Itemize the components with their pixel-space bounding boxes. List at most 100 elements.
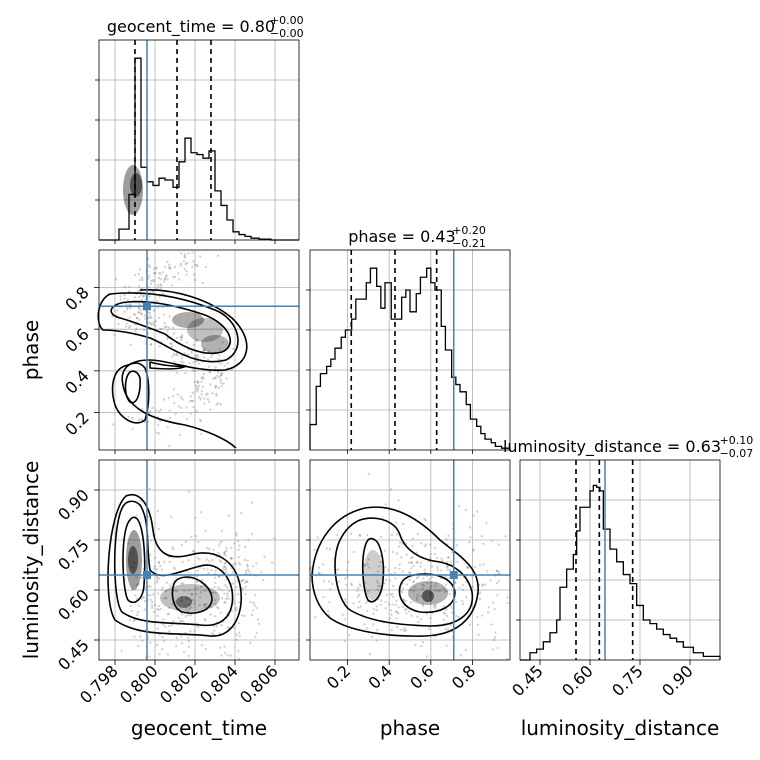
sample-point xyxy=(129,343,132,346)
sample-point xyxy=(130,609,133,613)
sample-point xyxy=(161,586,164,589)
sample-point xyxy=(192,343,195,347)
sample-point xyxy=(352,550,356,554)
sample-point xyxy=(218,588,221,591)
sample-point xyxy=(202,377,205,381)
sample-point xyxy=(225,571,228,574)
sample-point xyxy=(496,647,499,650)
sample-point xyxy=(142,596,145,599)
sample-point xyxy=(170,342,174,345)
sample-point xyxy=(156,568,159,571)
sample-point xyxy=(187,645,190,648)
sample-point xyxy=(157,276,161,280)
sample-point xyxy=(166,260,169,263)
sample-point xyxy=(391,603,394,606)
sample-point xyxy=(421,587,424,590)
sample-point xyxy=(472,514,475,517)
sample-point xyxy=(439,569,443,572)
sample-point xyxy=(163,325,167,329)
sample-point xyxy=(159,565,162,568)
sample-point xyxy=(127,415,130,419)
sample-point xyxy=(160,327,163,330)
sample-point xyxy=(196,264,199,268)
sample-point xyxy=(143,421,147,424)
sample-point xyxy=(128,285,131,288)
sample-point xyxy=(490,623,493,626)
sample-point xyxy=(401,591,404,594)
sample-point xyxy=(180,597,183,600)
density-region xyxy=(160,584,220,612)
sample-point xyxy=(190,351,193,354)
sample-point xyxy=(129,303,132,306)
sample-point xyxy=(200,376,203,380)
sample-point xyxy=(366,562,369,566)
sample-point xyxy=(472,548,475,551)
sample-point xyxy=(244,593,247,596)
sample-point xyxy=(446,565,450,568)
sample-point xyxy=(364,564,367,567)
sample-point xyxy=(238,601,241,604)
sample-point xyxy=(416,593,419,597)
sample-point xyxy=(147,584,150,588)
sample-point xyxy=(394,603,397,607)
sample-point xyxy=(365,627,369,630)
sample-point xyxy=(147,264,151,267)
y-tick-label: 0.75 xyxy=(54,535,93,574)
sample-point xyxy=(419,565,422,568)
sample-point xyxy=(197,387,200,390)
sample-point xyxy=(343,618,346,621)
sample-point xyxy=(165,596,168,599)
sample-point xyxy=(412,581,415,584)
sample-point xyxy=(215,625,218,628)
sample-point xyxy=(185,273,188,276)
sample-point xyxy=(391,550,395,554)
sample-point xyxy=(152,323,155,326)
sample-point xyxy=(434,635,437,638)
sample-point xyxy=(435,556,439,560)
sample-point xyxy=(175,336,179,340)
sample-point xyxy=(203,603,206,606)
sample-point xyxy=(318,571,321,575)
histogram-geocent_time xyxy=(99,57,299,241)
sample-point xyxy=(253,604,256,607)
sample-point xyxy=(131,427,134,430)
sample-point xyxy=(356,595,360,598)
sample-point xyxy=(243,614,246,618)
sample-point xyxy=(165,581,168,584)
panel-title-geocent_time: geocent_time = 0.80 xyxy=(107,17,275,37)
sample-point xyxy=(471,549,475,552)
sample-point xyxy=(158,295,161,298)
sample-point xyxy=(200,390,203,393)
sample-point xyxy=(216,607,220,610)
y-tick-label: 0.90 xyxy=(54,485,93,524)
sample-point xyxy=(328,548,332,551)
sample-point xyxy=(238,635,241,638)
sample-point xyxy=(137,307,140,310)
sample-point xyxy=(397,611,400,615)
sample-point xyxy=(469,536,472,539)
sample-point xyxy=(410,614,413,617)
sample-point xyxy=(363,623,366,626)
sample-point xyxy=(468,526,472,529)
truth-point xyxy=(143,302,151,311)
sample-point xyxy=(398,545,401,548)
title-upper-error: +0.20 xyxy=(452,224,486,237)
sample-point xyxy=(210,605,213,609)
density-region xyxy=(422,590,434,602)
sample-point xyxy=(476,623,480,626)
sample-point xyxy=(224,554,227,557)
sample-point xyxy=(207,365,211,368)
sample-point xyxy=(181,560,184,563)
x-tick-label: 0.4 xyxy=(365,661,396,692)
sample-point xyxy=(187,654,190,658)
sample-point xyxy=(182,650,186,654)
sample-point xyxy=(143,608,146,611)
sample-point xyxy=(153,610,156,614)
sample-point xyxy=(170,623,174,627)
sample-point xyxy=(209,613,212,616)
sample-point xyxy=(225,546,228,550)
sample-point xyxy=(199,591,203,594)
sample-point xyxy=(459,654,462,657)
sample-point xyxy=(407,561,411,564)
sample-point xyxy=(263,555,266,558)
